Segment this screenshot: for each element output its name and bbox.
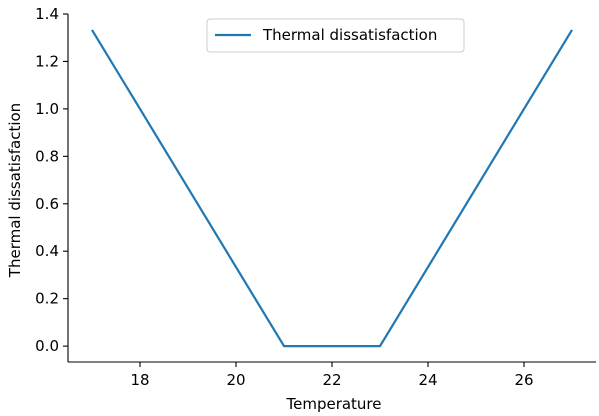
y-tick-label: 0.0 <box>35 337 59 355</box>
series <box>91 29 573 348</box>
y-tick-label: 0.8 <box>35 147 59 165</box>
x-tick-label: 24 <box>418 371 437 389</box>
y-tick-label: 0.2 <box>35 290 59 308</box>
ticks: 18 20 22 24 26 0.0 0.2 0.4 0.6 0.8 1.0 1.2 1.4 <box>35 5 533 389</box>
x-tick-label: 18 <box>130 371 149 389</box>
y-tick-label: 0.4 <box>35 242 59 260</box>
x-tick-label: 22 <box>322 371 341 389</box>
legend-box <box>206 18 465 53</box>
x-tick-label: 26 <box>514 371 533 389</box>
y-tick-label: 1.4 <box>35 5 59 23</box>
y-tick-label: 1.2 <box>35 52 59 70</box>
x-axis-label: Temperature <box>285 395 381 412</box>
y-axis-label: Thermal dissatisfaction <box>6 103 24 278</box>
legend-entry-label: Thermal dissatisfaction <box>262 26 437 44</box>
axes <box>67 14 596 363</box>
x-tick-label: 20 <box>226 371 245 389</box>
series-line <box>91 29 573 348</box>
y-tick-label: 1.0 <box>35 100 59 118</box>
legend: Thermal dissatisfaction <box>206 18 465 53</box>
y-tick-label: 0.6 <box>35 195 59 213</box>
